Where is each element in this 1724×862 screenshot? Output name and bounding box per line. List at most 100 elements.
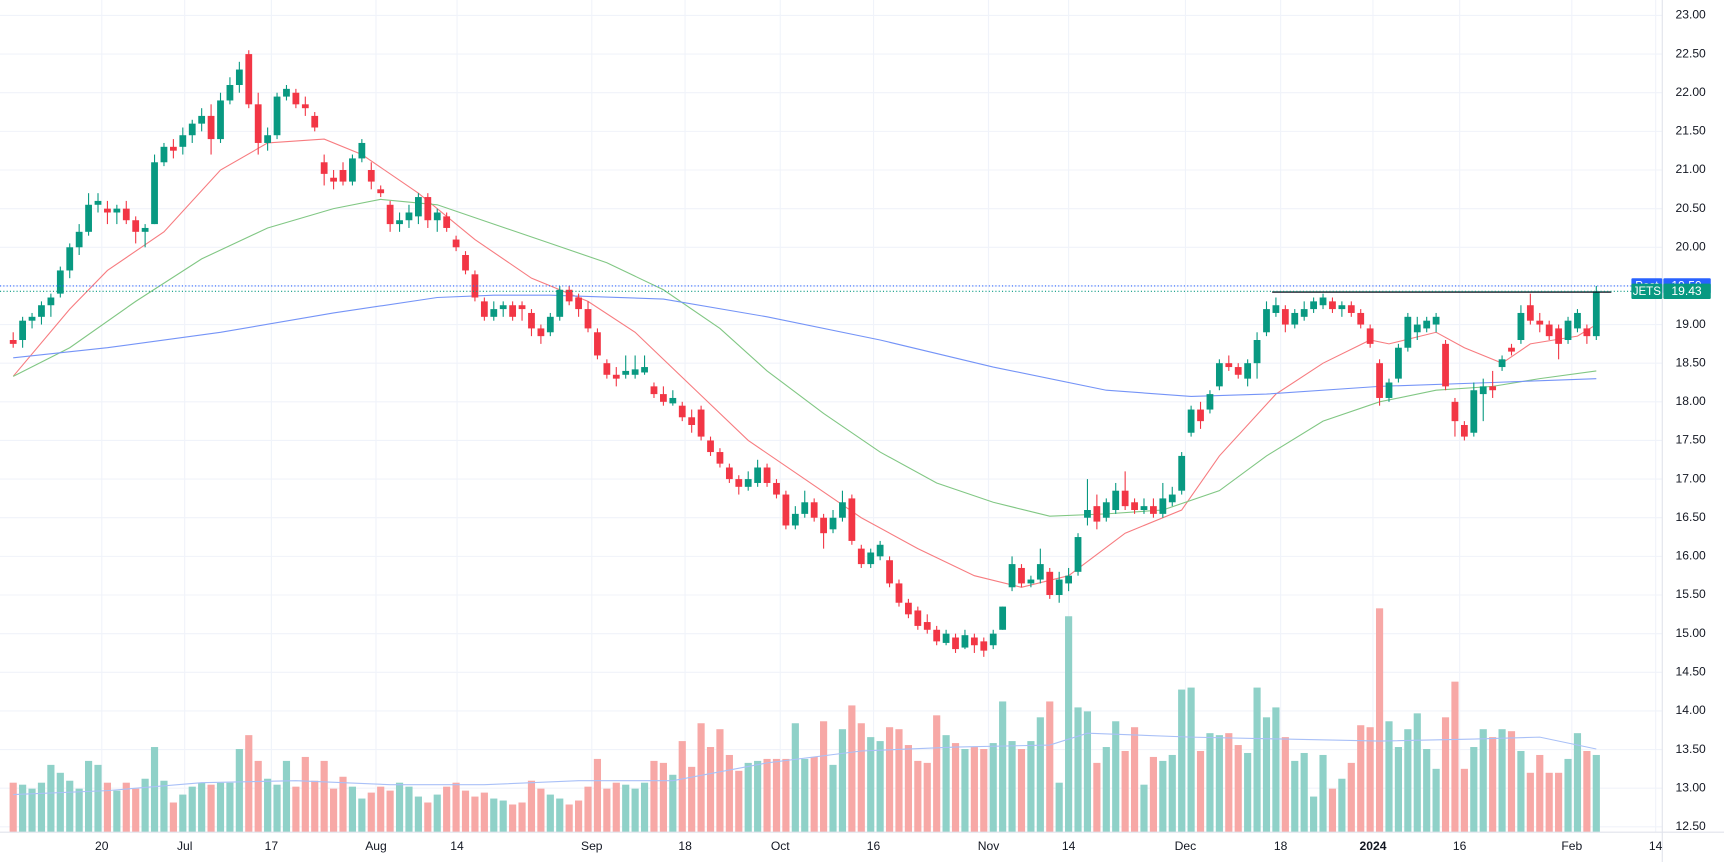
volume-bar <box>1244 752 1252 833</box>
candle-body <box>631 369 639 375</box>
candle-body <box>707 440 714 453</box>
candle-body <box>217 100 224 140</box>
x-tick-label: Aug <box>365 839 387 853</box>
volume-bar <box>1592 754 1600 833</box>
candle-body <box>1423 320 1431 329</box>
volume-bar <box>1178 689 1186 833</box>
volume-bar <box>1140 784 1148 833</box>
candle-body <box>1498 359 1506 368</box>
candle-body <box>1168 494 1176 503</box>
candle-body <box>1545 324 1553 337</box>
y-tick-label: 16.00 <box>1675 549 1706 563</box>
x-tick-label: 2024 <box>1359 839 1386 853</box>
volume-bar <box>28 788 36 833</box>
volume-bar <box>1347 762 1355 833</box>
candle-body <box>1338 305 1346 310</box>
x-tick-label: 16 <box>1453 839 1467 853</box>
candle-body <box>1225 363 1233 368</box>
x-tick-label: 14 <box>1649 839 1663 853</box>
volume-bar <box>640 782 649 833</box>
candle-body <box>358 142 366 159</box>
candle-body <box>688 417 696 426</box>
candle-body <box>245 54 253 105</box>
volume-bar <box>810 756 818 833</box>
candle-body <box>660 394 667 402</box>
volume-bar <box>160 780 168 833</box>
candle-body <box>584 309 592 329</box>
candle-body <box>1526 305 1534 321</box>
volume-bar <box>518 802 526 833</box>
volume-bar <box>575 800 583 833</box>
volume-bar <box>980 749 988 833</box>
volume-bar <box>593 758 602 833</box>
volume-bar <box>1130 727 1139 833</box>
candle-body <box>396 220 403 225</box>
candle-body <box>1564 320 1572 341</box>
candle-body <box>876 544 884 557</box>
volume-bar <box>1262 717 1271 833</box>
candle-body <box>725 467 733 480</box>
candle-body <box>867 552 875 565</box>
candle-body <box>820 517 827 534</box>
candle-body <box>330 177 337 182</box>
candle-body <box>38 305 45 317</box>
candle-body <box>1065 575 1072 584</box>
volume-bar <box>301 756 309 833</box>
volume-bar <box>1281 737 1289 833</box>
candle-body <box>1385 382 1393 398</box>
volume-bar <box>603 788 611 833</box>
candle-body <box>377 189 385 194</box>
volume-bar <box>1102 747 1110 833</box>
candle-body <box>283 88 290 97</box>
candle-body <box>151 162 158 225</box>
volume-bar <box>584 786 592 833</box>
candle-body <box>575 297 582 310</box>
candle-body <box>1442 343 1449 387</box>
x-tick-label: Dec <box>1175 839 1197 853</box>
volume-bar <box>19 784 27 833</box>
volume-bar <box>1083 711 1092 833</box>
volume-bar <box>311 780 319 833</box>
volume-bar <box>744 762 752 833</box>
candle-body <box>1517 312 1525 341</box>
candle-body <box>546 316 554 333</box>
candle-body <box>1479 386 1487 395</box>
candle-body <box>1027 579 1035 584</box>
candle-body <box>207 115 215 140</box>
volume-bar <box>1526 772 1534 833</box>
volume-bar <box>678 741 686 833</box>
candle-body <box>1357 312 1365 325</box>
candle-body <box>1291 312 1299 325</box>
price-pane <box>0 50 1663 657</box>
volume-bar <box>150 747 159 833</box>
moving-average-line <box>13 294 1597 397</box>
volume-bar <box>1065 616 1073 833</box>
volume-bar <box>141 778 149 833</box>
candle-body <box>1055 579 1063 596</box>
candle-body <box>1018 567 1025 584</box>
volume-bar <box>1432 768 1440 833</box>
candle-body <box>839 502 846 518</box>
candle-body <box>1347 305 1355 313</box>
x-tick-label: Feb <box>1561 839 1582 853</box>
volume-bar <box>480 792 488 833</box>
volume-bar <box>443 786 451 833</box>
candle-body <box>594 332 601 356</box>
candle-body <box>1187 409 1195 433</box>
volume-bar <box>1017 749 1026 833</box>
y-tick-label: 17.00 <box>1675 471 1706 485</box>
volume-bar <box>1385 721 1393 833</box>
candle-body <box>1121 490 1129 507</box>
candle-body <box>622 370 630 375</box>
candle-body <box>1215 363 1223 387</box>
volume-bar <box>245 735 253 833</box>
candle-body <box>433 212 441 221</box>
candle-body <box>1036 564 1044 580</box>
volume-bar <box>405 786 413 833</box>
y-tick-label: 17.50 <box>1675 433 1706 447</box>
price-tag-name: JETS <box>1633 286 1662 298</box>
volume-bar <box>1225 733 1233 833</box>
volume-bar <box>207 784 215 833</box>
volume-bar <box>1253 687 1261 833</box>
